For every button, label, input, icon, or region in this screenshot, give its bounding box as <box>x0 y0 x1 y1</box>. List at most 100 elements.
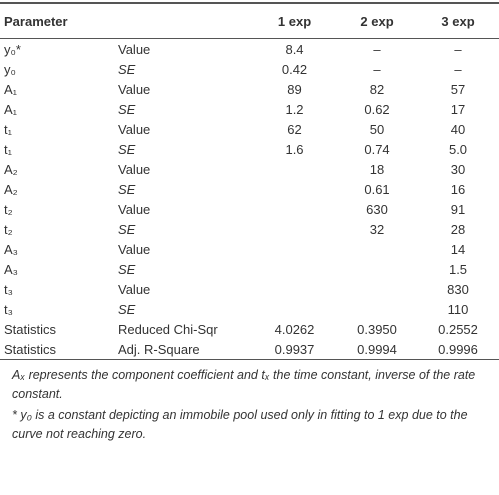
table-row: A₃ Value 14 <box>0 239 499 259</box>
table-row: t₂ SE 32 28 <box>0 219 499 239</box>
header-cell: Parameter <box>0 2 253 39</box>
table-cell: Value <box>118 241 151 257</box>
table-row: t₂ Value 630 91 <box>0 199 499 219</box>
table-cell: 40 <box>450 121 466 137</box>
header-cell: 2 exp <box>337 2 418 39</box>
table-cell: 30 <box>450 161 466 177</box>
header-cell: 1 exp <box>252 2 338 39</box>
table-cell: Value <box>118 201 151 217</box>
table-cell: Adj. R-Square <box>112 339 253 360</box>
table-cell: 0.9994 <box>337 339 418 360</box>
table-cell: SE <box>118 301 136 317</box>
table-cell: A₁ <box>4 81 18 97</box>
table-cell: Value <box>118 41 151 57</box>
footnote: * y₀ is a constant depicting an immobile… <box>12 408 468 441</box>
table-cell: 0.9937 <box>252 339 338 360</box>
table-cell: 18 <box>369 161 385 177</box>
table-cell: t₂ <box>4 201 13 217</box>
table-row: A₁ Value 89 82 57 <box>0 79 499 99</box>
table-cell: y₀ <box>4 61 16 77</box>
table-cell <box>337 239 417 259</box>
table-cell: SE <box>118 101 136 117</box>
table-cell: 0.2552 <box>438 321 478 337</box>
header-row: Parameter 1 exp 2 exp 3 exp <box>0 2 499 39</box>
table-cell: SE <box>118 61 136 77</box>
table-cell: Reduced Chi-Sqr <box>118 321 218 337</box>
table-cell: 14 <box>450 241 466 257</box>
table-cell: 1.2 <box>285 101 304 117</box>
table-row: t₃ SE 110 <box>0 299 499 319</box>
table-cell: Statistics <box>0 339 112 360</box>
table-cell: 16 <box>450 181 466 197</box>
table-cell <box>252 199 337 219</box>
table-row: A₁ SE 1.2 0.62 17 <box>0 99 499 119</box>
table-cell <box>337 279 417 299</box>
table-cell: Value <box>118 281 151 297</box>
table-cell: A₂ <box>4 181 18 197</box>
data-table: Parameter 1 exp 2 exp 3 exp y₀* Value 8.4– – y₀… <box>0 2 499 360</box>
table-cell: 4.0262 <box>274 321 315 337</box>
table-cell: 50 <box>369 121 385 137</box>
table-cell: 57 <box>450 81 466 97</box>
table-cell: – <box>454 41 462 57</box>
table-cell: y₀* <box>4 41 21 57</box>
table-row: y₀ SE 0.42 – – <box>0 59 499 79</box>
table-cell: – <box>373 61 381 77</box>
table-row: t₁ Value 62 50 40 <box>0 119 499 139</box>
table-cell: A₃ <box>4 261 18 277</box>
table-cell <box>252 299 337 319</box>
table-cell: A₁ <box>4 101 18 117</box>
table-row: y₀* Value 8.4 – – <box>0 39 499 60</box>
table-row: A₂ Value 18 30 <box>0 159 499 179</box>
table-cell: 5.0 <box>448 141 468 157</box>
table-cell <box>252 279 337 299</box>
table-cell: 32 <box>369 221 385 237</box>
table-row: A₂ SE 0.61 16 <box>0 179 499 199</box>
table-cell: 0.61 <box>364 181 390 197</box>
table-cell: SE <box>118 221 136 237</box>
table-cell <box>252 159 337 179</box>
table-cell <box>337 299 417 319</box>
footnotes: Aₓ represents the component coefficient … <box>0 360 499 444</box>
table-cell: 89 <box>287 81 302 97</box>
table-cell: 28 <box>450 221 466 237</box>
table-cell <box>337 259 417 279</box>
table-row: Statistics Adj. R-Square 0.9937 0.9994 0.999… <box>0 339 499 360</box>
table-row: A₃ SE 1.5 <box>0 259 499 279</box>
table-cell: A₂ <box>4 161 18 177</box>
table-cell <box>252 219 337 239</box>
table-cell: SE <box>118 261 136 277</box>
header-cell: 3 exp <box>417 2 499 39</box>
table-cell: 1.5 <box>448 261 468 277</box>
table-cell: t₃ <box>4 301 13 317</box>
table-cell <box>252 259 337 279</box>
table-cell: Value <box>118 121 151 137</box>
table-cell: – <box>454 61 462 77</box>
table-cell: 17 <box>450 101 466 117</box>
table-cell: t₃ <box>4 281 13 297</box>
table-row: Statistics Reduced Chi-Sqr 4.0262 0.3950 0.2… <box>0 319 499 339</box>
table-cell: 1.6 <box>285 141 304 157</box>
table-cell: 0.42 <box>281 61 308 77</box>
table-cell: SE <box>118 141 136 157</box>
table-cell: A₃ <box>4 241 18 257</box>
table-cell <box>252 179 337 199</box>
table-cell: 110 <box>447 301 469 317</box>
table-cell: 0.9996 <box>417 339 499 360</box>
table-cell: SE <box>118 181 136 197</box>
table-cell: 62 <box>287 121 302 137</box>
table-cell: 0.3950 <box>357 321 397 337</box>
table-cell: 82 <box>369 81 385 97</box>
table-cell: 0.62 <box>364 101 390 117</box>
table-cell <box>252 239 337 259</box>
table-cell: Value <box>118 161 151 177</box>
table-cell: 8.4 <box>285 41 304 57</box>
table-cell: t₁ <box>4 141 12 157</box>
table-cell: 0.74 <box>364 141 390 157</box>
footnote: Aₓ represents the component coefficient … <box>12 368 476 401</box>
table-cell: 630 <box>366 201 388 217</box>
table-cell: Value <box>118 81 151 97</box>
table-row: t₁ SE 1.6 0.74 5.0 <box>0 139 499 159</box>
table-row: t₃ Value 830 <box>0 279 499 299</box>
